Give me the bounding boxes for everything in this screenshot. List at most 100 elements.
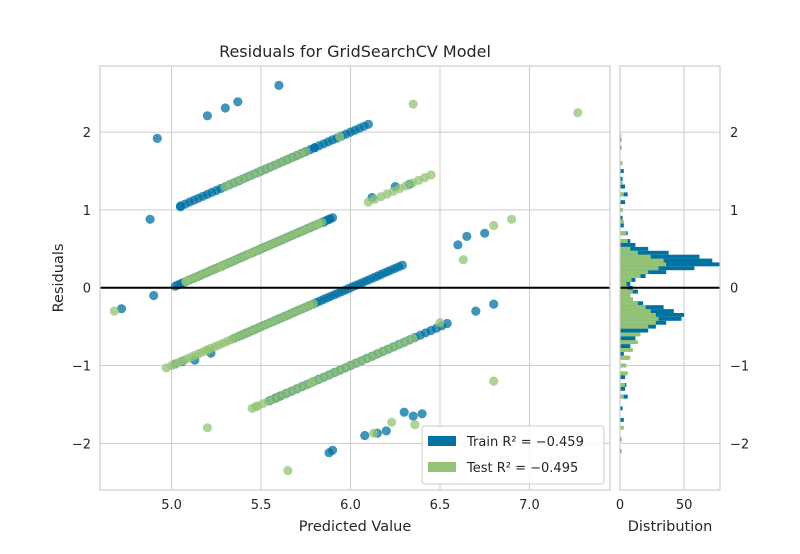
test-histogram-bar <box>620 383 626 387</box>
test-histogram-bar <box>620 394 624 399</box>
distribution-x-tick-labels: 0 50 <box>616 498 693 513</box>
main-plot-frame <box>99 65 611 491</box>
test-histogram-bar <box>620 324 649 329</box>
train-point <box>462 231 472 241</box>
train-histogram-bar <box>620 176 623 181</box>
train-point <box>116 304 127 314</box>
test-point <box>202 345 212 355</box>
test-histogram-bar <box>620 192 624 197</box>
legend: Train R² = −0.459 Test R² = −0.495 <box>421 425 605 485</box>
train-histogram-bar <box>620 138 622 142</box>
train-histogram-bar <box>620 243 636 247</box>
legend-train-swatch <box>428 436 456 446</box>
test-point <box>458 255 468 265</box>
train-point <box>274 80 284 90</box>
train-histogram-bar <box>620 262 720 267</box>
test-point <box>202 423 212 433</box>
train-point <box>152 133 162 143</box>
test-histogram-bar <box>620 281 627 286</box>
test-point <box>308 299 318 309</box>
test-point <box>408 99 418 109</box>
residual-points <box>109 80 583 476</box>
distribution-x-tick-label: 50 <box>676 498 693 513</box>
train-histogram-bar <box>620 344 631 348</box>
train-histogram-bar <box>620 223 624 228</box>
legend-test-label: Test R² = −0.495 <box>466 461 578 476</box>
train-point <box>328 445 338 455</box>
distribution-y-tick-label: 0 <box>730 282 738 297</box>
test-point <box>313 219 323 229</box>
distribution-y-tick-label: −2 <box>730 437 749 452</box>
test-point <box>306 378 316 388</box>
train-point <box>202 111 212 121</box>
test-histogram-bar <box>620 278 632 282</box>
train-point <box>417 409 427 419</box>
test-histogram-bar <box>620 246 631 251</box>
train-histogram-bar <box>620 192 628 197</box>
chart-title: Residuals for GridSearchCV Model <box>219 42 491 61</box>
train-point <box>233 97 243 107</box>
y-tick-labels: −2 −1 0 1 2 <box>72 126 91 452</box>
train-histogram-bar <box>620 351 624 356</box>
test-point <box>251 402 261 412</box>
test-point <box>573 108 583 118</box>
test-histogram-bar <box>620 320 656 325</box>
train-point <box>381 426 391 436</box>
y-tick-label: 2 <box>83 126 91 141</box>
test-point <box>369 428 379 438</box>
train-point <box>220 103 230 113</box>
train-histogram-bar <box>620 145 622 150</box>
test-histogram-bar <box>620 208 623 212</box>
train-histogram-bar <box>620 375 626 380</box>
test-histogram-bar <box>620 301 638 306</box>
test-histogram-bar <box>620 262 667 267</box>
distribution-axis-label: Distribution <box>628 519 713 535</box>
train-point <box>453 240 463 250</box>
distribution-x-tick-label: 0 <box>616 498 624 513</box>
test-histogram-bar <box>620 355 631 360</box>
test-histogram-bar <box>620 332 641 337</box>
test-histogram-bar <box>620 316 659 321</box>
train-point <box>471 306 481 316</box>
train-histogram-bar <box>620 449 622 454</box>
distribution-plot-frame <box>619 65 721 491</box>
test-histogram-bar <box>620 266 659 271</box>
y-tick-label: 1 <box>83 204 91 219</box>
test-histogram-bar <box>620 161 623 166</box>
x-tick-label: 7.0 <box>519 498 540 513</box>
test-histogram-bar <box>620 231 627 236</box>
train-histogram-bar <box>620 394 628 399</box>
train-histogram-bar <box>620 328 649 333</box>
train-point <box>397 260 407 270</box>
train-histogram-bar <box>620 169 624 173</box>
train-point <box>310 143 320 153</box>
train-histogram-bar <box>620 418 624 422</box>
train-histogram-bar <box>620 246 649 251</box>
test-point <box>489 220 499 231</box>
test-histogram-bar <box>620 425 624 430</box>
test-point <box>435 318 445 328</box>
distribution-y-tick-label: 1 <box>730 204 738 219</box>
legend-test-swatch <box>428 462 456 472</box>
test-histogram-bar <box>620 219 624 224</box>
train-point <box>360 430 370 441</box>
train-histogram-bar <box>620 437 622 442</box>
test-point <box>410 420 420 430</box>
test-histogram-bar <box>620 371 628 376</box>
test-histogram-bar <box>620 239 628 243</box>
x-tick-label: 6.0 <box>340 498 361 513</box>
x-tick-label: 5.0 <box>161 498 182 513</box>
train-histogram-bar <box>620 184 626 189</box>
test-histogram-bar <box>620 348 633 352</box>
train-histogram-bar <box>620 258 713 263</box>
train-histogram-bar <box>620 406 623 411</box>
test-point <box>181 276 191 287</box>
test-point <box>426 170 436 180</box>
train-histogram-bar <box>620 215 623 220</box>
test-histogram-bar <box>620 134 622 138</box>
x-axis-label: Predicted Value <box>299 519 412 535</box>
test-point <box>283 466 293 476</box>
train-histogram-bar <box>620 254 700 259</box>
